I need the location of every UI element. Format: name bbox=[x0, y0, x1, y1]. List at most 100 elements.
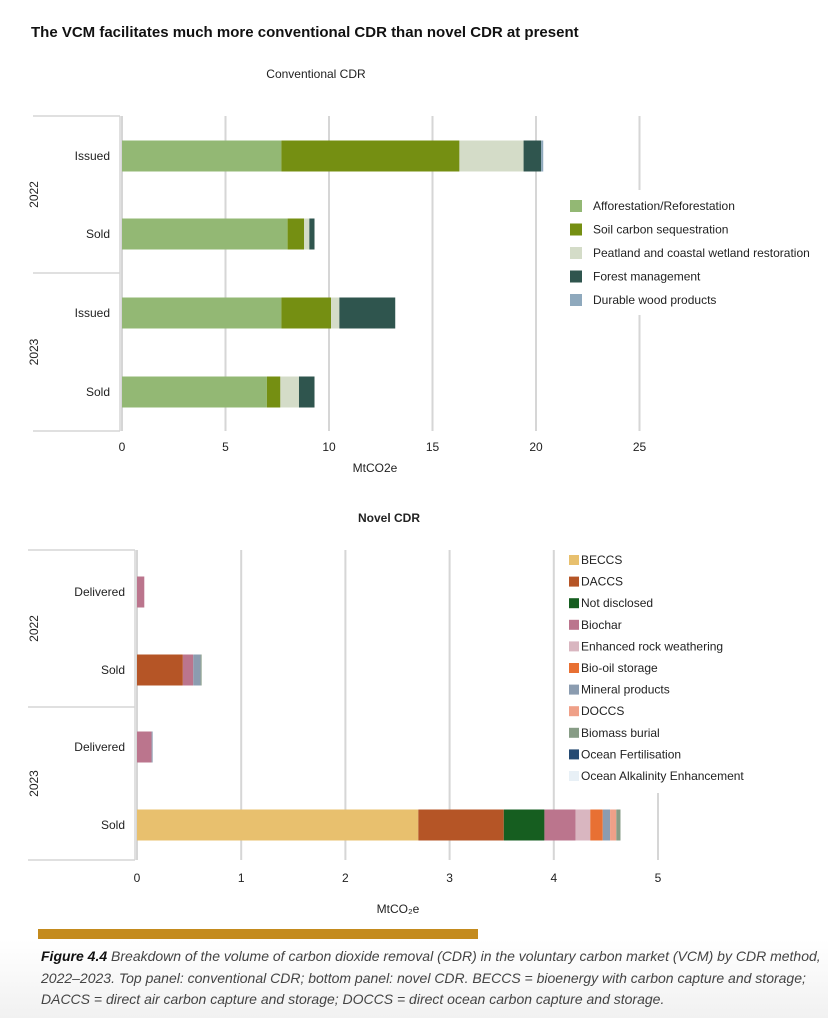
conventional-x-tick-label: 5 bbox=[222, 440, 229, 454]
novel-legend-label: Mineral products bbox=[581, 683, 670, 697]
conventional-legend-swatch bbox=[570, 223, 582, 236]
conventional-bar-segment bbox=[298, 376, 315, 408]
novel-legend-label: DACCS bbox=[581, 575, 623, 589]
novel-category-label: Delivered bbox=[74, 740, 125, 754]
figure-title: The VCM facilitates much more convention… bbox=[31, 24, 579, 41]
conventional-category-label: Issued bbox=[75, 306, 110, 320]
novel-bar-segment bbox=[151, 731, 153, 763]
novel-bar-segment bbox=[602, 809, 611, 841]
conventional-bar-segment bbox=[339, 297, 396, 329]
novel-x-tick-label: 5 bbox=[655, 871, 662, 885]
novel-legend-swatch bbox=[569, 598, 579, 609]
novel-legend-label: DOCCS bbox=[581, 704, 624, 718]
novel-bar-segment bbox=[575, 809, 591, 841]
novel-bar-segment bbox=[193, 654, 201, 686]
conventional-category-label: Sold bbox=[86, 385, 110, 399]
novel-legend-swatch bbox=[569, 706, 579, 717]
novel-legend-background bbox=[562, 548, 812, 793]
novel-legend-label: Ocean Alkalinity Enhancement bbox=[581, 769, 744, 783]
novel-legend-label: Biochar bbox=[581, 618, 622, 632]
conventional-x-tick-label: 15 bbox=[426, 440, 440, 454]
novel-bar-segment bbox=[610, 809, 617, 841]
conventional-x-tick-label: 20 bbox=[529, 440, 543, 454]
novel-legend-label: Enhanced rock weathering bbox=[581, 639, 723, 653]
conventional-legend-label: Peatland and coastal wetland restoration bbox=[593, 246, 810, 260]
conventional-legend-background bbox=[560, 190, 820, 315]
novel-bar-segment bbox=[182, 654, 194, 686]
novel-legend-label: Not disclosed bbox=[581, 596, 653, 610]
conventional-x-axis-label: MtCO2e bbox=[353, 461, 398, 475]
conventional-category-label: Sold bbox=[86, 227, 110, 241]
conventional-legend-label: Soil carbon sequestration bbox=[593, 223, 728, 237]
novel-bar-segment bbox=[137, 731, 152, 763]
conventional-year-label: 2022 bbox=[27, 181, 41, 208]
novel-x-tick-label: 3 bbox=[446, 871, 453, 885]
novel-legend-swatch bbox=[569, 727, 579, 738]
novel-bar-segment bbox=[137, 809, 419, 841]
conventional-year-label: 2023 bbox=[27, 338, 41, 365]
novel-legend-swatch bbox=[569, 641, 579, 652]
novel-x-tick-label: 1 bbox=[238, 871, 245, 885]
novel-category-label: Delivered bbox=[74, 585, 125, 599]
novel-x-tick-label: 0 bbox=[134, 871, 141, 885]
caption-label: Figure 4.4 bbox=[41, 948, 108, 964]
figure-caption: Figure 4.4 Breakdown of the volume of ca… bbox=[41, 946, 821, 1011]
novel-bar-segment bbox=[503, 809, 545, 841]
conventional-legend-swatch bbox=[570, 200, 582, 212]
conventional-x-tick-label: 10 bbox=[322, 440, 336, 454]
novel-bar-segment bbox=[137, 654, 183, 686]
conventional-bar-segment bbox=[541, 140, 544, 172]
conventional-chart-title: Conventional CDR bbox=[266, 67, 366, 81]
conventional-legend-swatch bbox=[570, 247, 582, 259]
novel-legend-swatch bbox=[569, 749, 579, 760]
novel-bar-segment bbox=[418, 809, 504, 841]
novel-legend-label: Bio-oil storage bbox=[581, 661, 658, 675]
conventional-bar-segment bbox=[281, 140, 460, 172]
conventional-bar-segment bbox=[266, 376, 281, 408]
caption-accent-bar bbox=[38, 929, 478, 939]
conventional-category-label: Issued bbox=[75, 149, 110, 163]
novel-bar-segment bbox=[544, 809, 576, 841]
novel-year-label: 2022 bbox=[27, 615, 41, 642]
novel-legend-label: BECCS bbox=[581, 553, 622, 567]
conventional-bar-segment bbox=[331, 297, 340, 329]
novel-bar-segment bbox=[137, 576, 145, 608]
conventional-legend-label: Forest management bbox=[593, 270, 701, 284]
conventional-legend-swatch bbox=[570, 270, 582, 283]
conventional-bar-segment bbox=[280, 376, 299, 408]
conventional-bar-segment bbox=[122, 376, 267, 408]
novel-legend-swatch bbox=[569, 771, 579, 781]
novel-year-label: 2023 bbox=[27, 770, 41, 797]
novel-x-axis-label: MtCO₂e bbox=[377, 902, 420, 916]
novel-legend-swatch bbox=[569, 576, 579, 587]
conventional-x-tick-label: 25 bbox=[633, 440, 647, 454]
novel-category-label: Sold bbox=[101, 663, 125, 677]
novel-legend-label: Ocean Fertilisation bbox=[581, 747, 681, 761]
novel-legend-swatch bbox=[569, 663, 579, 673]
novel-chart-title: Novel CDR bbox=[358, 511, 420, 525]
conventional-bar-segment bbox=[122, 297, 282, 329]
novel-bar-segment bbox=[590, 809, 603, 841]
conventional-bar-segment bbox=[523, 140, 542, 172]
conventional-bar-segment bbox=[287, 218, 305, 250]
caption-area: Figure 4.4 Breakdown of the volume of ca… bbox=[0, 940, 828, 1018]
conventional-legend-swatch bbox=[570, 294, 582, 306]
conventional-x-tick-label: 0 bbox=[119, 440, 126, 454]
conventional-bar-segment bbox=[304, 218, 310, 250]
novel-legend-swatch bbox=[569, 619, 579, 630]
novel-legend-label: Biomass burial bbox=[581, 726, 660, 740]
novel-legend-swatch bbox=[569, 555, 579, 565]
novel-x-tick-label: 4 bbox=[550, 871, 557, 885]
novel-x-tick-label: 2 bbox=[342, 871, 349, 885]
novel-category-label: Sold bbox=[101, 818, 125, 832]
novel-bar-segment bbox=[200, 654, 202, 686]
conventional-bar-segment bbox=[122, 140, 282, 172]
conventional-legend-label: Durable wood products bbox=[593, 293, 716, 307]
novel-legend-swatch bbox=[569, 684, 579, 695]
caption-text: Breakdown of the volume of carbon dioxid… bbox=[41, 948, 821, 1007]
conventional-legend-label: Afforestation/Reforestation bbox=[593, 199, 735, 213]
conventional-bar-segment bbox=[309, 218, 315, 250]
conventional-bar-segment bbox=[122, 218, 288, 250]
novel-bar-segment bbox=[616, 809, 621, 841]
